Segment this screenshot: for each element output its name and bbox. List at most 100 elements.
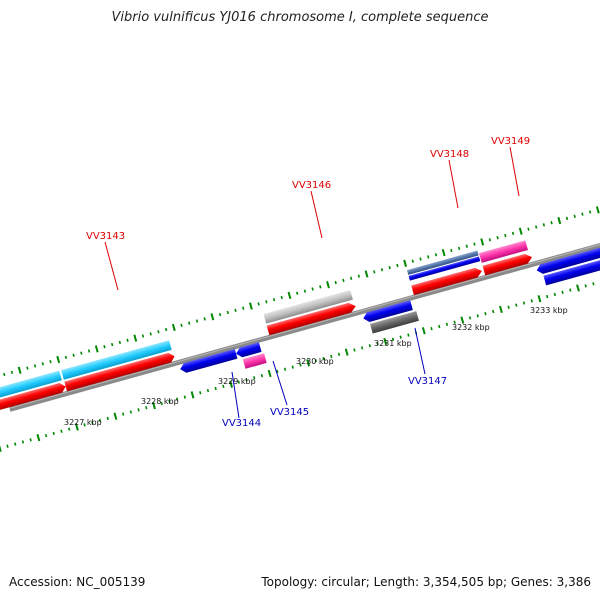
scale-tick-lower-36 (276, 369, 279, 374)
cds-reverse-6 (536, 245, 600, 274)
scale-tick-upper-78 (581, 212, 584, 216)
scale-tick-upper-19 (126, 338, 129, 342)
scale-tick-upper-48 (349, 276, 353, 280)
scale-tick-upper-33 (234, 308, 237, 313)
scale-tick-upper-74 (550, 221, 553, 225)
scale-tick-upper-50 (364, 270, 369, 278)
scale-tick-upper-24 (164, 327, 168, 332)
scale-tick-lower-1 (6, 444, 9, 448)
cds-forward-vv3149 (482, 253, 533, 276)
scale-tick-lower-38 (291, 365, 294, 369)
scale-tick-lower-22 (168, 399, 171, 403)
scale-tick-lower-10 (75, 423, 79, 431)
scale-tick-lower-72 (553, 292, 557, 297)
scale-tick-upper-61 (450, 248, 453, 253)
gene-label-vv3146[interactable]: VV3146 (292, 180, 331, 191)
scale-tick-upper-34 (242, 306, 245, 310)
scale-tick-lower-17 (129, 410, 133, 414)
scale-tick-upper-58 (427, 255, 430, 259)
scale-tick-upper-42 (303, 289, 307, 293)
map-title: Vibrio vulnificus YJ016 chromosome I, co… (111, 10, 489, 25)
scale-tick-upper-44 (319, 285, 322, 289)
scale-labels: 3227 kbp 3228 kbp 3229 kbp 3230 kbp 3231… (64, 306, 568, 427)
scale-tick-lower-66 (507, 305, 510, 309)
gene-label-vv3148[interactable]: VV3148 (430, 149, 469, 160)
gene-label-vv3143[interactable]: VV3143 (86, 231, 125, 242)
scale-tick-lower-75 (576, 284, 580, 292)
scale-tick-upper-6 (26, 366, 29, 370)
scale-tick-upper-70 (518, 227, 523, 235)
scale-tick-lower-16 (121, 412, 125, 416)
scale-tick-lower-25 (190, 391, 195, 399)
scale-tick-upper-10 (56, 355, 61, 364)
scale-tick-upper-62 (457, 246, 461, 251)
scale-tick-upper-41 (296, 291, 299, 295)
gene-leader-lines (104, 146, 520, 419)
scale-tick-lower-71 (545, 294, 549, 299)
scale-tick-lower-60 (460, 316, 465, 324)
scale-ticks-lower (0, 279, 600, 452)
scale-tick-lower-31 (237, 380, 240, 384)
cds-reverse-vv3144 (180, 348, 238, 373)
scale-tick-lower-49 (376, 341, 379, 346)
scale-tick-lower-74 (569, 288, 572, 292)
scale-tick-lower-35 (267, 369, 272, 378)
scale-tick-lower-11 (83, 423, 86, 427)
scale-tick-upper-69 (511, 231, 515, 236)
scale-tick-lower-67 (515, 303, 518, 307)
cds-forward-vv3148 (411, 267, 482, 296)
leader-vv3147 (414, 327, 426, 375)
scale-tick-upper-5 (17, 366, 22, 374)
sequence-summary: Topology: circular; Length: 3,354,505 bp… (261, 575, 591, 589)
sequence-band (0, 193, 600, 452)
scale-tick-upper-17 (110, 342, 114, 347)
gene-label-vv3147[interactable]: VV3147 (408, 376, 447, 387)
scale-tick-lower-3 (21, 440, 25, 444)
scale-tick-upper-80 (595, 206, 600, 214)
scale-tick-upper-9 (49, 360, 52, 364)
scale-tick-lower-28 (214, 386, 217, 391)
cds-forward-vv3143 (64, 352, 175, 392)
scale-tick-lower-44 (337, 352, 341, 356)
scale-tick-upper-8 (41, 362, 44, 366)
gene-label-vv3149[interactable]: VV3149 (491, 136, 530, 147)
scale-tick-upper-16 (103, 345, 106, 349)
scale-tick-lower-37 (283, 367, 287, 371)
leader-vv3146 (310, 190, 323, 239)
scale-tick-upper-54 (396, 263, 399, 268)
scale-tick-upper-29 (203, 317, 206, 321)
scale-tick-upper-20 (133, 334, 138, 342)
feature-cyan-2 (61, 340, 172, 380)
scale-tick-upper-38 (272, 298, 276, 302)
scale-tick-upper-67 (496, 236, 499, 240)
scale-tick-upper-37 (265, 300, 268, 304)
scale-tick-upper-56 (411, 259, 414, 263)
scale-tick-lower-65 (499, 305, 503, 314)
scale-tick-lower-8 (60, 429, 63, 433)
scale-tick-upper-71 (527, 227, 530, 231)
gene-label-vv3144[interactable]: VV3144 (222, 418, 261, 429)
scale-tick-lower-33 (253, 376, 256, 380)
scale-tick-lower-0 (0, 444, 2, 452)
cds-reverse-vv3147 (363, 300, 413, 322)
scale-tick-lower-64 (492, 309, 495, 314)
cds-forward-vv3146 (266, 302, 356, 336)
scale-tick-lower-42 (322, 356, 325, 361)
gene-label-vv3145[interactable]: VV3145 (270, 407, 309, 418)
scale-tick-lower-40 (306, 359, 311, 367)
scale-tick-lower-76 (584, 284, 587, 288)
scale-tick-lower-4 (29, 438, 32, 442)
scale-tick-lower-39 (299, 363, 302, 367)
scale-tick-lower-21 (160, 401, 163, 406)
scale-tick-lower-5 (36, 434, 41, 442)
scale-tick-upper-35 (249, 302, 253, 310)
sequence-backbone (9, 193, 600, 412)
leader-vv3145 (272, 360, 288, 406)
scale-tick-lower-55 (421, 327, 426, 335)
scale-tick-upper-79 (588, 210, 592, 214)
scale-tick-lower-13 (98, 418, 102, 423)
scale-tick-lower-34 (260, 374, 264, 378)
gene-labels: VV3143 VV3144 VV3145 VV3146 VV3147 VV314… (86, 136, 530, 429)
leader-vv3148 (448, 159, 459, 209)
scale-tick-upper-77 (573, 214, 576, 218)
